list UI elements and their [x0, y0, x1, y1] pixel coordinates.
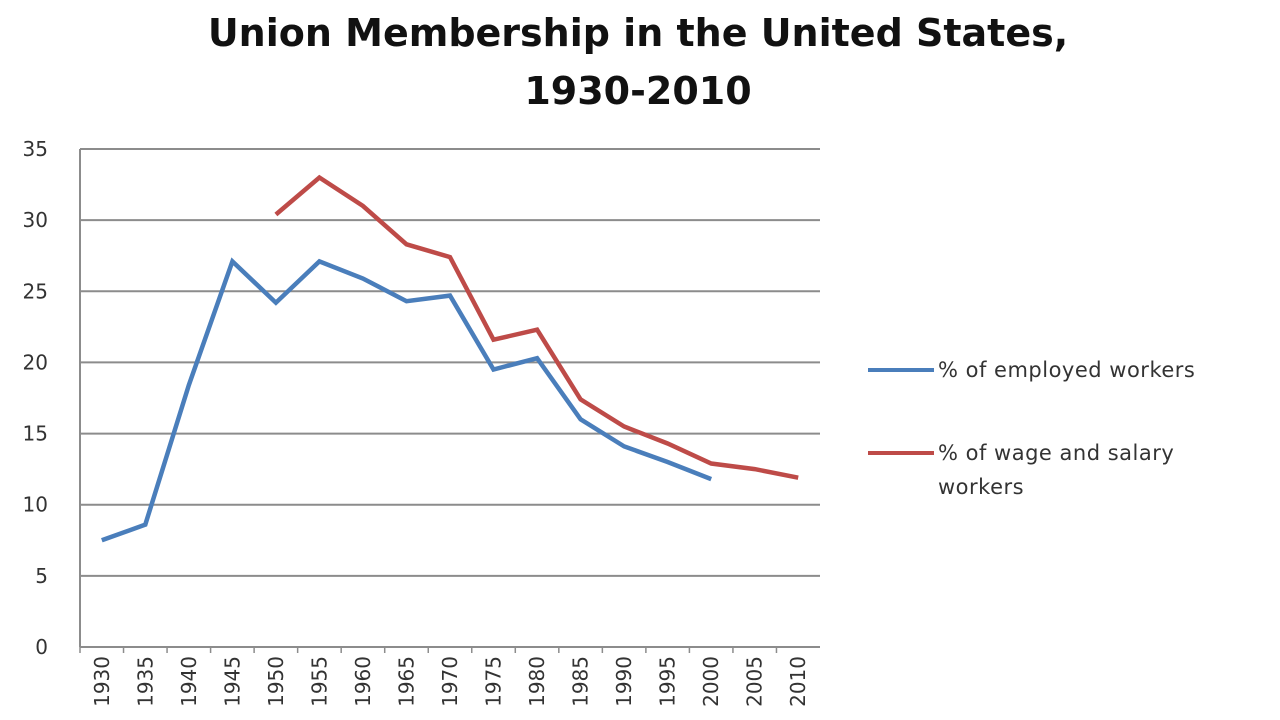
- legend-label: % of employed workers: [938, 358, 1196, 382]
- chart-title-line1: Union Membership in the United States,: [207, 11, 1069, 55]
- x-tick-label: 1945: [220, 656, 244, 707]
- x-tick-label: 1935: [133, 656, 157, 707]
- x-tick-label: 2005: [743, 656, 767, 707]
- x-tick-label: 1985: [569, 656, 593, 707]
- y-tick-label: 15: [23, 422, 48, 446]
- y-tick-label: 25: [23, 279, 48, 303]
- legend-item-employed: % of employed workers: [868, 353, 1258, 387]
- x-tick-label: 2000: [699, 656, 723, 707]
- x-tick-label: 1995: [656, 656, 680, 707]
- x-tick-label: 1940: [177, 656, 201, 707]
- x-tick-label: 1980: [525, 656, 549, 707]
- chart-title-line2: 1930-2010: [524, 69, 752, 113]
- x-tick-label: 1955: [307, 656, 331, 707]
- chart-title: Union Membership in the United States, 1…: [0, 4, 1276, 120]
- x-tick-label: 1970: [438, 656, 462, 707]
- y-tick-label: 35: [23, 137, 48, 161]
- series-line-1: [101, 257, 713, 543]
- y-tick-label: 5: [35, 564, 48, 588]
- y-tick-label: 20: [23, 350, 48, 374]
- legend-label: % of wage and salary workers: [938, 441, 1175, 499]
- y-tick-label: 0: [35, 635, 48, 659]
- x-tick-label: 1975: [482, 656, 506, 707]
- x-tick-label: 1950: [264, 656, 288, 707]
- legend-item-wage-salary: % of wage and salary workers: [868, 436, 1228, 504]
- x-tick-label: 1990: [612, 656, 636, 707]
- y-tick-label: 30: [23, 208, 48, 232]
- x-tick-label: 1960: [351, 656, 375, 707]
- legend-swatch: [868, 368, 934, 372]
- x-tick-label: 1930: [90, 656, 114, 707]
- x-tick-label: 1965: [394, 656, 418, 707]
- y-tick-label: 10: [23, 493, 48, 517]
- x-tick-label: 2010: [786, 656, 810, 707]
- legend-swatch: [868, 451, 934, 455]
